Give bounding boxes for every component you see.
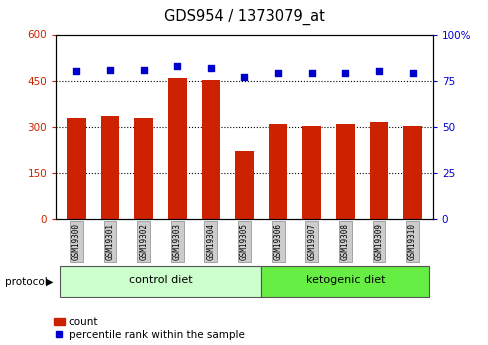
Bar [168,78,186,219]
Bar [101,116,119,219]
Text: GSM19308: GSM19308 [340,223,349,260]
Text: protocol: protocol [5,277,47,287]
Point [374,69,382,74]
Text: GSM19304: GSM19304 [206,223,215,260]
Bar [261,266,428,297]
Bar [67,118,85,219]
Bar [403,126,421,219]
Text: control diet: control diet [128,276,192,285]
Bar [369,122,387,219]
Bar [302,126,320,219]
Bar [335,124,354,219]
Text: GSM19305: GSM19305 [240,223,248,260]
Bar [134,118,153,219]
Bar [268,124,287,219]
Point [173,63,181,69]
Point [408,70,416,76]
Text: GSM19306: GSM19306 [273,223,282,260]
Legend: count, percentile rank within the sample: count, percentile rank within the sample [54,317,244,340]
Text: GSM19302: GSM19302 [139,223,148,260]
Text: GSM19310: GSM19310 [407,223,416,260]
Bar [60,266,261,297]
Text: ▶: ▶ [45,277,53,287]
Point [72,69,80,74]
Point [274,70,282,76]
Point [106,67,114,72]
Text: GSM19307: GSM19307 [306,223,316,260]
Text: GSM19303: GSM19303 [172,223,182,260]
Text: GSM19300: GSM19300 [72,223,81,260]
Point [240,74,248,80]
Text: ketogenic diet: ketogenic diet [305,276,385,285]
Point [206,65,214,70]
Text: GDS954 / 1373079_at: GDS954 / 1373079_at [164,9,324,25]
Point [341,70,348,76]
Point [140,67,147,72]
Text: GSM19309: GSM19309 [374,223,383,260]
Point [307,70,315,76]
Bar [201,80,220,219]
Text: GSM19301: GSM19301 [105,223,114,260]
Bar [235,151,253,219]
